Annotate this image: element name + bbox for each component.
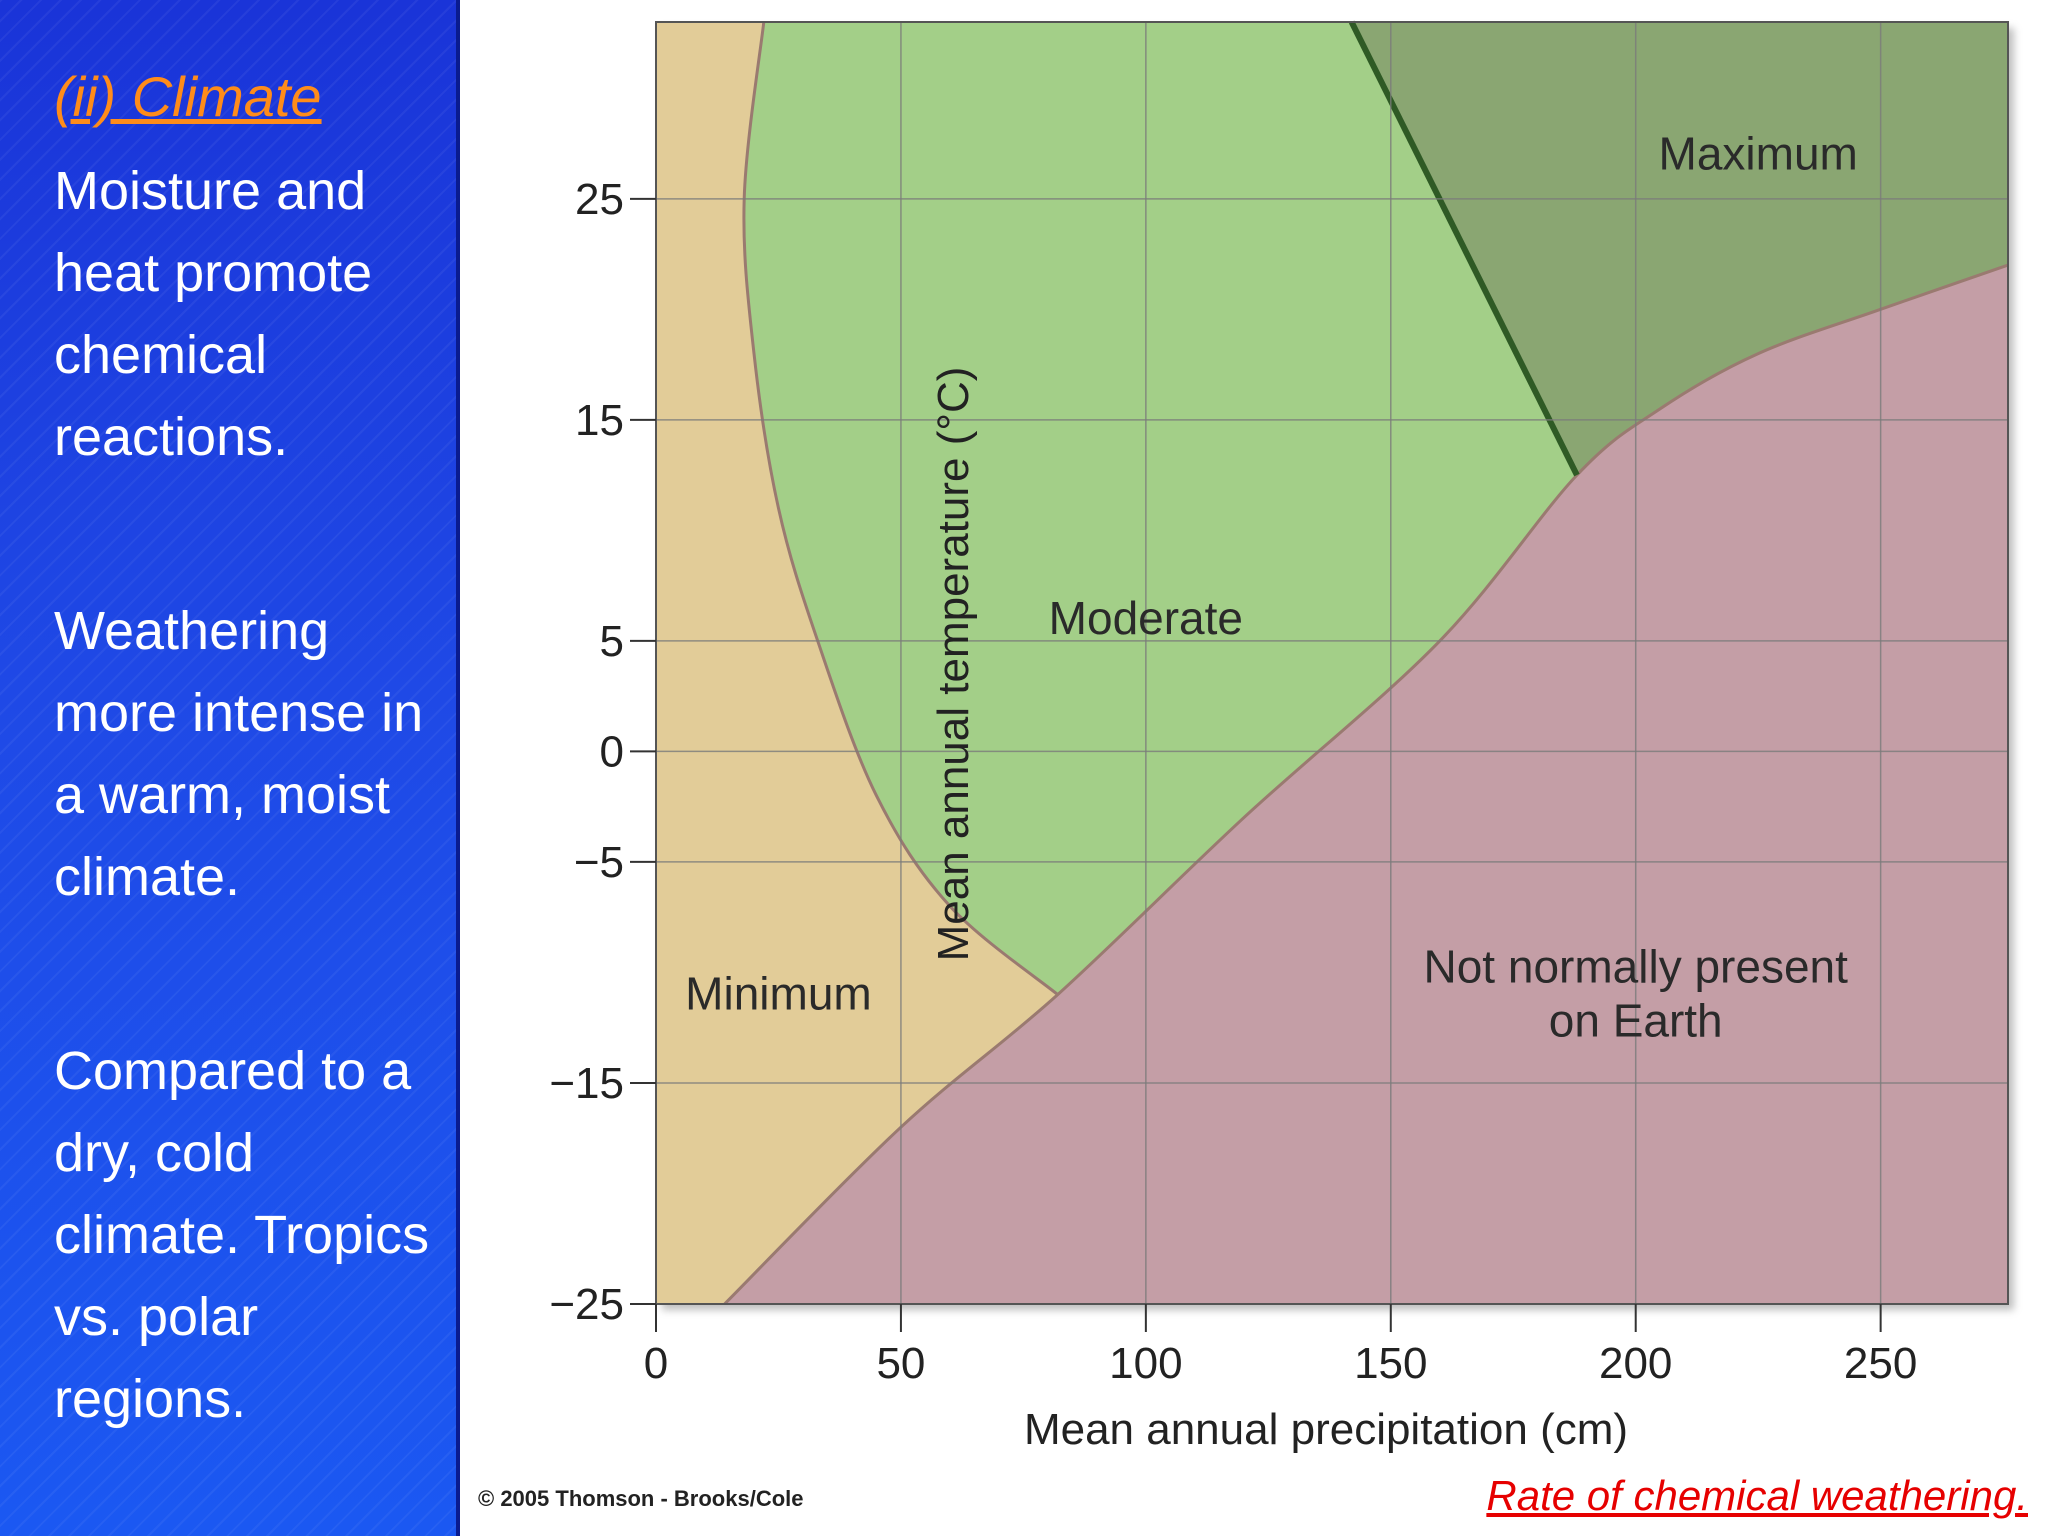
y-axis-label: Mean annual temperature (°C) xyxy=(929,367,978,962)
region-label: Not normally present on Earth xyxy=(1424,941,1849,1047)
y-tick-label: −15 xyxy=(549,1059,624,1108)
sidebar-panel: (ii) Climate Moisture and heat promote c… xyxy=(0,0,460,1536)
y-tick-label: 5 xyxy=(600,617,624,666)
x-tick-label: 50 xyxy=(876,1339,925,1388)
x-tick-label: 150 xyxy=(1354,1339,1427,1388)
region-label: Maximum xyxy=(1659,128,1858,180)
boundary-moderate-maximum xyxy=(1348,20,1580,477)
region-label: Moderate xyxy=(1049,592,1243,644)
x-tick-label: 0 xyxy=(644,1339,668,1388)
plot-frame xyxy=(655,21,2009,1305)
y-tick-label: 15 xyxy=(575,396,624,445)
x-tick-label: 250 xyxy=(1844,1339,1917,1388)
y-tick-label: 25 xyxy=(575,175,624,224)
copyright-notice: © 2005 Thomson - Brooks/Cole xyxy=(478,1486,804,1511)
y-tick-label: −5 xyxy=(574,838,624,887)
x-axis-label: Mean annual precipitation (cm) xyxy=(1024,1405,1628,1454)
bullet-text-1: Moisture and heat promote chemical react… xyxy=(54,161,373,467)
region-not-present xyxy=(724,265,2008,1305)
y-tick-label: 0 xyxy=(600,727,624,776)
region-label: Minimum xyxy=(685,968,872,1020)
y-tick-label: −25 xyxy=(549,1280,624,1329)
region-maximum xyxy=(1351,22,2008,476)
bullet-text-3: Compared to a dry, cold climate. Tropics… xyxy=(54,1041,430,1429)
x-tick-label: 200 xyxy=(1599,1339,1672,1388)
bullet-text-2: Weathering more intense in a warm, moist… xyxy=(54,601,424,907)
section-heading[interactable]: (ii) Climate xyxy=(54,65,322,128)
boundary-minimum-moderate xyxy=(742,21,1059,996)
x-tick-label: 100 xyxy=(1109,1339,1182,1388)
chart-caption-link[interactable]: Rate of chemical weathering. xyxy=(1486,1472,2028,1519)
